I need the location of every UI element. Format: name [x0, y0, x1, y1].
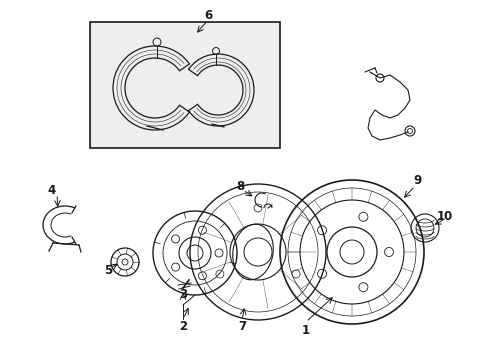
- Text: 3: 3: [179, 288, 187, 301]
- Text: 4: 4: [48, 184, 56, 197]
- Text: 10: 10: [436, 210, 452, 222]
- Text: 8: 8: [235, 180, 244, 193]
- Text: 5: 5: [103, 264, 112, 276]
- Text: 6: 6: [203, 9, 212, 22]
- Bar: [90, 22, 280, 148]
- Text: 2: 2: [179, 320, 187, 333]
- Text: 1: 1: [301, 324, 309, 337]
- Text: 9: 9: [413, 174, 421, 186]
- Text: 7: 7: [238, 320, 245, 333]
